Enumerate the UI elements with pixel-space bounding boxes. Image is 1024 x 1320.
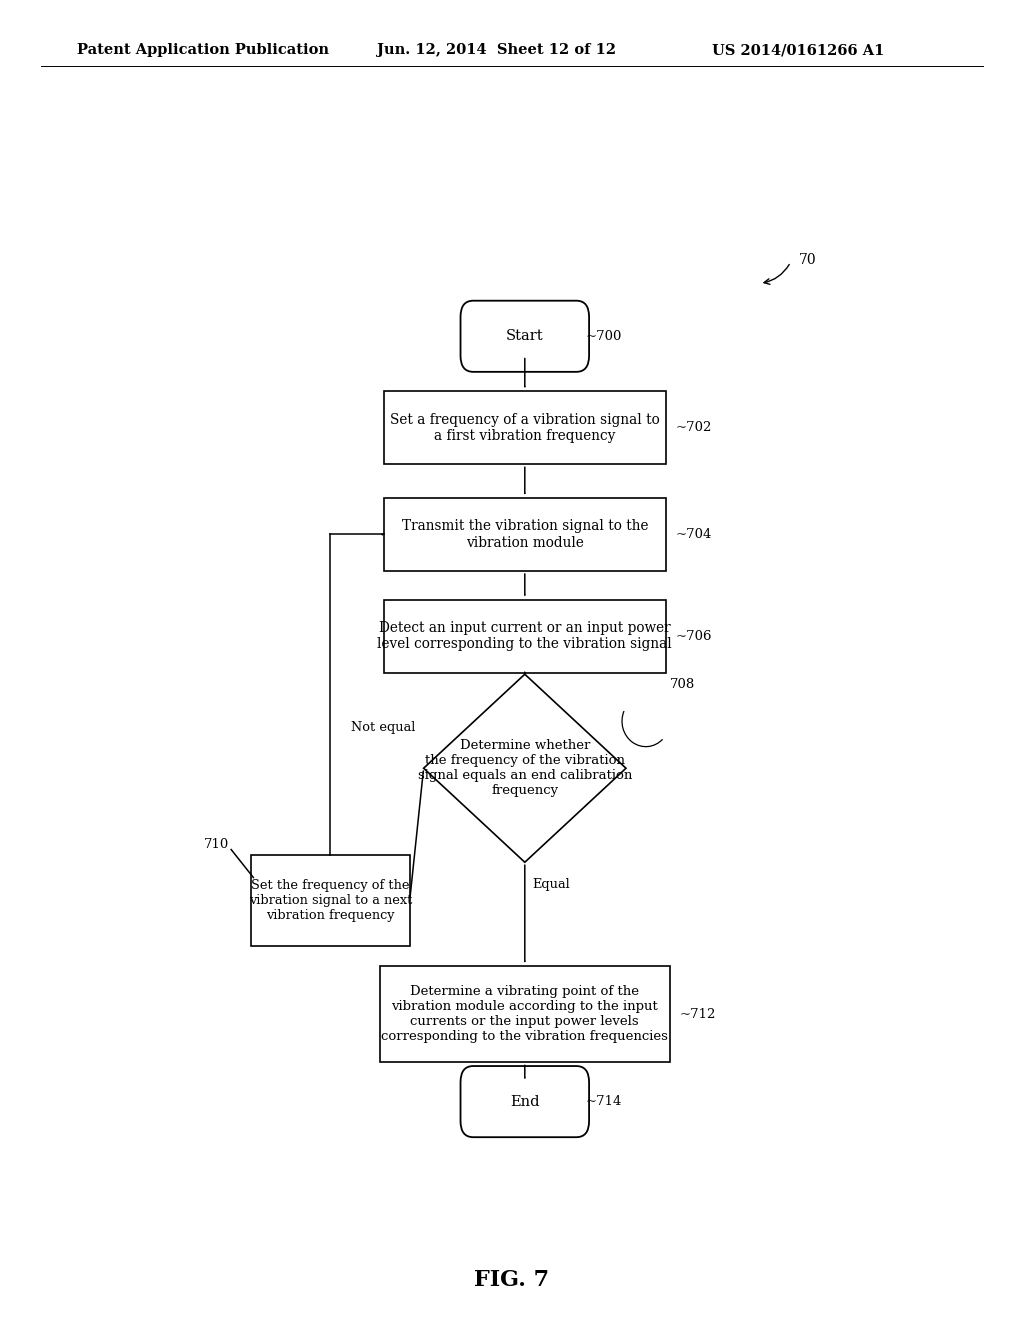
FancyBboxPatch shape <box>461 301 589 372</box>
FancyBboxPatch shape <box>251 854 410 946</box>
Text: Transmit the vibration signal to the
vibration module: Transmit the vibration signal to the vib… <box>401 519 648 549</box>
Text: ~706: ~706 <box>675 630 712 643</box>
Text: ~702: ~702 <box>675 421 712 434</box>
Polygon shape <box>424 675 626 862</box>
FancyBboxPatch shape <box>384 498 666 572</box>
Text: Determine a vibrating point of the
vibration module according to the input
curre: Determine a vibrating point of the vibra… <box>381 985 669 1043</box>
Text: Jun. 12, 2014  Sheet 12 of 12: Jun. 12, 2014 Sheet 12 of 12 <box>377 44 616 57</box>
Text: Detect an input current or an input power
level corresponding to the vibration s: Detect an input current or an input powe… <box>378 620 672 651</box>
FancyBboxPatch shape <box>461 1067 589 1138</box>
Text: End: End <box>510 1094 540 1109</box>
Text: Set a frequency of a vibration signal to
a first vibration frequency: Set a frequency of a vibration signal to… <box>390 413 659 442</box>
Text: Not equal: Not equal <box>351 721 416 734</box>
Text: US 2014/0161266 A1: US 2014/0161266 A1 <box>712 44 884 57</box>
Text: FIG. 7: FIG. 7 <box>474 1270 550 1291</box>
Text: ~712: ~712 <box>679 1007 716 1020</box>
Text: Patent Application Publication: Patent Application Publication <box>77 44 329 57</box>
Text: Start: Start <box>506 329 544 343</box>
FancyBboxPatch shape <box>380 966 670 1063</box>
Text: Set the frequency of the
vibration signal to a next
vibration frequency: Set the frequency of the vibration signa… <box>249 879 412 921</box>
Text: ~700: ~700 <box>586 330 623 343</box>
FancyBboxPatch shape <box>384 391 666 465</box>
Text: 710: 710 <box>204 838 228 851</box>
FancyBboxPatch shape <box>384 599 666 673</box>
Text: ~714: ~714 <box>586 1096 623 1107</box>
Text: ~704: ~704 <box>675 528 712 541</box>
Text: 70: 70 <box>799 253 816 267</box>
Text: Equal: Equal <box>532 878 570 891</box>
Text: Determine whether
the frequency of the vibration
signal equals an end calibratio: Determine whether the frequency of the v… <box>418 739 632 797</box>
Text: 708: 708 <box>670 678 695 690</box>
